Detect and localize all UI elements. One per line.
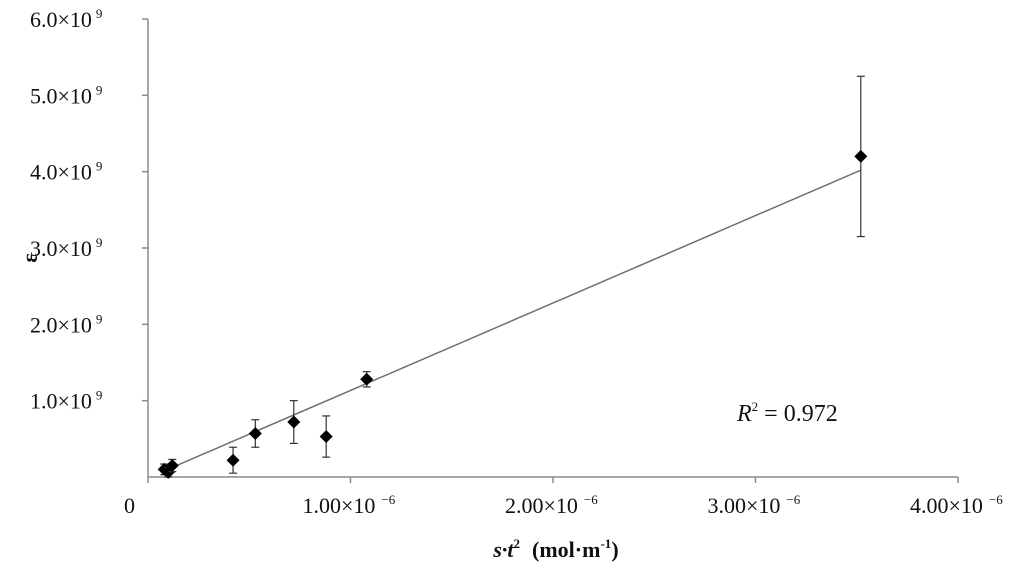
y-tick-label-5: 6.0×10 9 (30, 6, 102, 32)
x-tick-label-4: 4.00×10 −6 (910, 492, 1003, 518)
y-tick-label-4: 5.0×10 9 (30, 82, 102, 108)
x-axis-title-unit-sup: -1 (600, 536, 611, 551)
data-point-4 (248, 426, 262, 440)
r-squared-sup: 2 (752, 399, 759, 414)
x-axis-title-sup: 2 (514, 536, 521, 551)
x-axis-title-unit-close: ) (611, 537, 618, 562)
x-tick-label-3: 3.00×10 −6 (708, 492, 801, 518)
x-tick-label-0: 0 (124, 493, 135, 518)
r-squared-annotation: R2 = 0.972 (736, 399, 838, 427)
data-point-7 (360, 372, 374, 386)
y-tick-label-0: 1.0×10 9 (30, 388, 102, 414)
x-axis-title-unit: (mol·m (532, 537, 600, 562)
y-tick-label-3: 4.0×10 9 (30, 159, 102, 185)
data-point-8 (854, 149, 868, 163)
y-ticks: 1.0×10 9 2.0×10 9 3.0×10 9 4.0×10 9 5.0×10 9 6.0×1… (30, 6, 148, 414)
y-tick-label-1: 2.0×10 9 (30, 311, 102, 337)
y-tick-label-2: 3.0×10 9 (30, 235, 102, 261)
y-axis-title: ε (17, 253, 42, 262)
x-axis-title-prefix: s·t (492, 537, 514, 562)
data-point-6 (319, 430, 333, 444)
x-tick-label-2: 2.00×10 −6 (505, 492, 598, 518)
x-axis-title: s·t2 (mol·m-1) (492, 536, 618, 562)
x-tick-label-1: 1.00×10 −6 (303, 492, 396, 518)
data-point-5 (287, 415, 301, 429)
data-point-3 (226, 453, 240, 467)
trendline (163, 169, 862, 472)
r-squared-value: = 0.972 (758, 401, 838, 427)
data-point-2 (165, 459, 179, 473)
data-points (157, 75, 868, 479)
r-squared-symbol: R (736, 401, 752, 427)
x-ticks: 0 1.00×10 −6 2.00×10 −6 3.00×10 −6 4.00×10 −6 (124, 477, 1003, 518)
